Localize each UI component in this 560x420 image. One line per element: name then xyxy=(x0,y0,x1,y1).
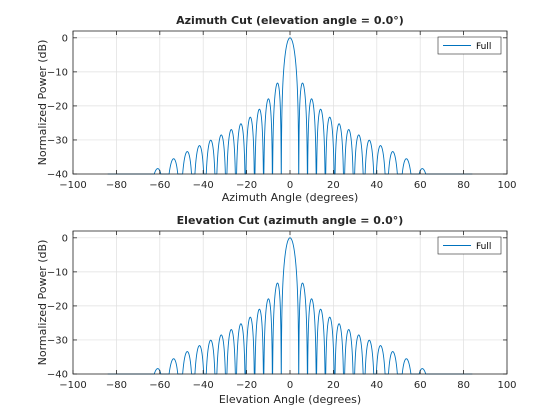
x-tick-label: −20 xyxy=(236,380,257,391)
x-tick-label: 60 xyxy=(414,180,427,191)
x-tick-label: 80 xyxy=(457,380,470,391)
y-tick-label: −10 xyxy=(47,67,68,78)
x-axis-label: Azimuth Angle (degrees) xyxy=(222,191,359,204)
x-tick-label: −100 xyxy=(59,180,86,191)
legend-label: Full xyxy=(476,242,491,252)
x-tick-label: 0 xyxy=(287,180,293,191)
y-tick-label: −10 xyxy=(47,267,68,278)
legend: Full xyxy=(437,236,502,255)
y-tick-label: −30 xyxy=(47,335,68,346)
legend-label: Full xyxy=(476,42,491,52)
x-tick-label: −60 xyxy=(149,180,170,191)
x-tick-label: −80 xyxy=(106,180,127,191)
x-tick-label: 100 xyxy=(497,380,516,391)
chart-title: Elevation Cut (azimuth angle = 0.0°) xyxy=(177,214,404,227)
chart-title: Azimuth Cut (elevation angle = 0.0°) xyxy=(176,14,404,27)
elevation-cut-axes: −100 −80 −60 −40 −20 0 20 40 60 80 100 0 −10 −20 −30 −4… xyxy=(36,214,517,406)
x-tick-label: −80 xyxy=(106,380,127,391)
x-tick-label: −100 xyxy=(59,380,86,391)
x-axis-label: Elevation Angle (degrees) xyxy=(219,393,361,406)
x-tick-label: 80 xyxy=(457,180,470,191)
legend: Full xyxy=(437,36,502,55)
x-tick-label: −60 xyxy=(149,380,170,391)
x-tick-label: −40 xyxy=(193,380,214,391)
ticks: −100 −80 −60 −40 −20 0 20 40 60 80 100 0 −10 −20 −30 −4… xyxy=(47,231,517,391)
y-tick-label: −20 xyxy=(47,101,68,112)
x-tick-label: −40 xyxy=(193,180,214,191)
y-tick-label: 0 xyxy=(62,233,68,244)
azimuth-cut-axes: −100 −80 −60 −40 −20 0 20 40 60 80 100 0 −10 −20 −30 −4… xyxy=(36,14,517,204)
y-tick-label: −40 xyxy=(47,370,68,381)
y-tick-label: 0 xyxy=(62,33,68,44)
x-tick-label: 20 xyxy=(327,180,340,191)
y-tick-label: −30 xyxy=(47,135,68,146)
y-axis-label: Normalized Power (dB) xyxy=(36,40,49,166)
y-axis-label: Normalized Power (dB) xyxy=(36,240,49,366)
ticks: −100 −80 −60 −40 −20 0 20 40 60 80 100 0 −10 −20 −30 −4… xyxy=(47,31,517,191)
x-tick-label: 40 xyxy=(370,380,383,391)
x-tick-label: −20 xyxy=(236,180,257,191)
y-tick-label: −20 xyxy=(47,301,68,312)
x-tick-label: 20 xyxy=(327,380,340,391)
x-tick-label: 0 xyxy=(287,380,293,391)
y-tick-label: −40 xyxy=(47,170,68,181)
x-tick-label: 100 xyxy=(497,180,516,191)
x-tick-label: 60 xyxy=(414,380,427,391)
x-tick-label: 40 xyxy=(370,180,383,191)
